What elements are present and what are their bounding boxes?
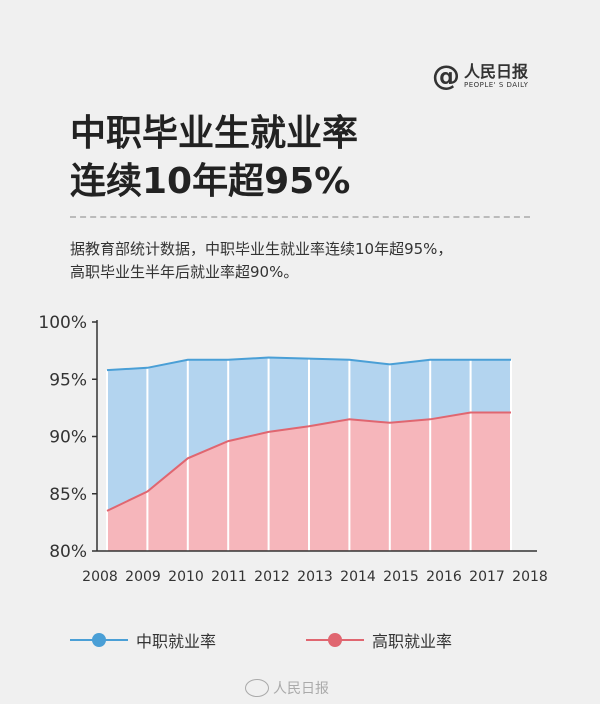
y-tick-label-95: 95% bbox=[49, 370, 87, 390]
y-tick-label-100: 100% bbox=[38, 313, 87, 333]
chart-tick-labels: 100% 95% 90% 85% 80% 2008 2009 2010 2011 2012 2013… bbox=[38, 313, 547, 585]
x-tick-label-2014: 2014 bbox=[340, 569, 376, 585]
legend-line-vocational bbox=[70, 633, 128, 647]
y-tick-label-90: 90% bbox=[49, 428, 87, 448]
x-tick-label-2008: 2008 bbox=[82, 569, 118, 585]
weibo-watermark: 人民日报 bbox=[245, 678, 329, 698]
legend-dot-vocational bbox=[92, 633, 106, 647]
x-tick-label-2018: 2018 bbox=[512, 569, 548, 585]
employment-rate-chart: 100% 95% 90% 85% 80% 2008 2009 2010 2011 2012 2013… bbox=[38, 313, 547, 585]
legend-label-higher: 高职就业率 bbox=[372, 632, 453, 651]
people-daily-logo: @ 人民日报 PEOPLE' S DAILY bbox=[432, 62, 528, 90]
logo-english-name: PEOPLE' S DAILY bbox=[464, 80, 529, 89]
x-tick-label-2017: 2017 bbox=[469, 569, 505, 585]
x-tick-label-2016: 2016 bbox=[426, 569, 462, 585]
chart-vertical-lines bbox=[106, 357, 512, 551]
chart-axes bbox=[92, 320, 537, 552]
x-tick-label-2011: 2011 bbox=[211, 569, 247, 585]
title-line-1: 中职毕业生就业率 bbox=[70, 113, 359, 154]
logo-name: 人民日报 bbox=[464, 62, 529, 82]
title-line-2: 连续10年超95% bbox=[70, 160, 351, 202]
legend-item-higher: 高职就业率 bbox=[306, 628, 452, 652]
x-tick-label-2012: 2012 bbox=[254, 569, 290, 585]
page-title: 中职毕业生就业率 连续10年超95% bbox=[70, 110, 358, 205]
x-tick-label-2013: 2013 bbox=[297, 569, 333, 585]
y-tick-label-85: 85% bbox=[49, 485, 87, 505]
y-tick-label-80: 80% bbox=[49, 542, 87, 562]
description-line-1: 据教育部统计数据，中职毕业生就业率连续10年超95%， bbox=[70, 240, 453, 258]
description: 据教育部统计数据，中职毕业生就业率连续10年超95%， 高职毕业生半年后就业率超… bbox=[70, 238, 550, 283]
legend-dot-higher bbox=[328, 633, 342, 647]
legend-label-vocational: 中职就业率 bbox=[136, 632, 217, 651]
legend-item-vocational: 中职就业率 bbox=[70, 628, 216, 652]
logo-text: 人民日报 PEOPLE' S DAILY bbox=[464, 63, 528, 89]
x-tick-label-2009: 2009 bbox=[125, 569, 161, 585]
watermark-text: 人民日报 bbox=[273, 681, 329, 697]
legend-line-higher bbox=[306, 633, 364, 647]
description-line-2: 高职毕业生半年后就业率超90%。 bbox=[70, 262, 299, 281]
line-vocational bbox=[106, 356, 511, 372]
chart-series-lines bbox=[106, 356, 511, 512]
weibo-icon bbox=[245, 679, 269, 697]
x-tick-label-2010: 2010 bbox=[168, 569, 204, 585]
line-higher bbox=[106, 411, 511, 512]
dashed-divider bbox=[70, 216, 530, 218]
logo-at-icon: @ bbox=[432, 59, 460, 92]
x-tick-label-2015: 2015 bbox=[383, 569, 419, 585]
